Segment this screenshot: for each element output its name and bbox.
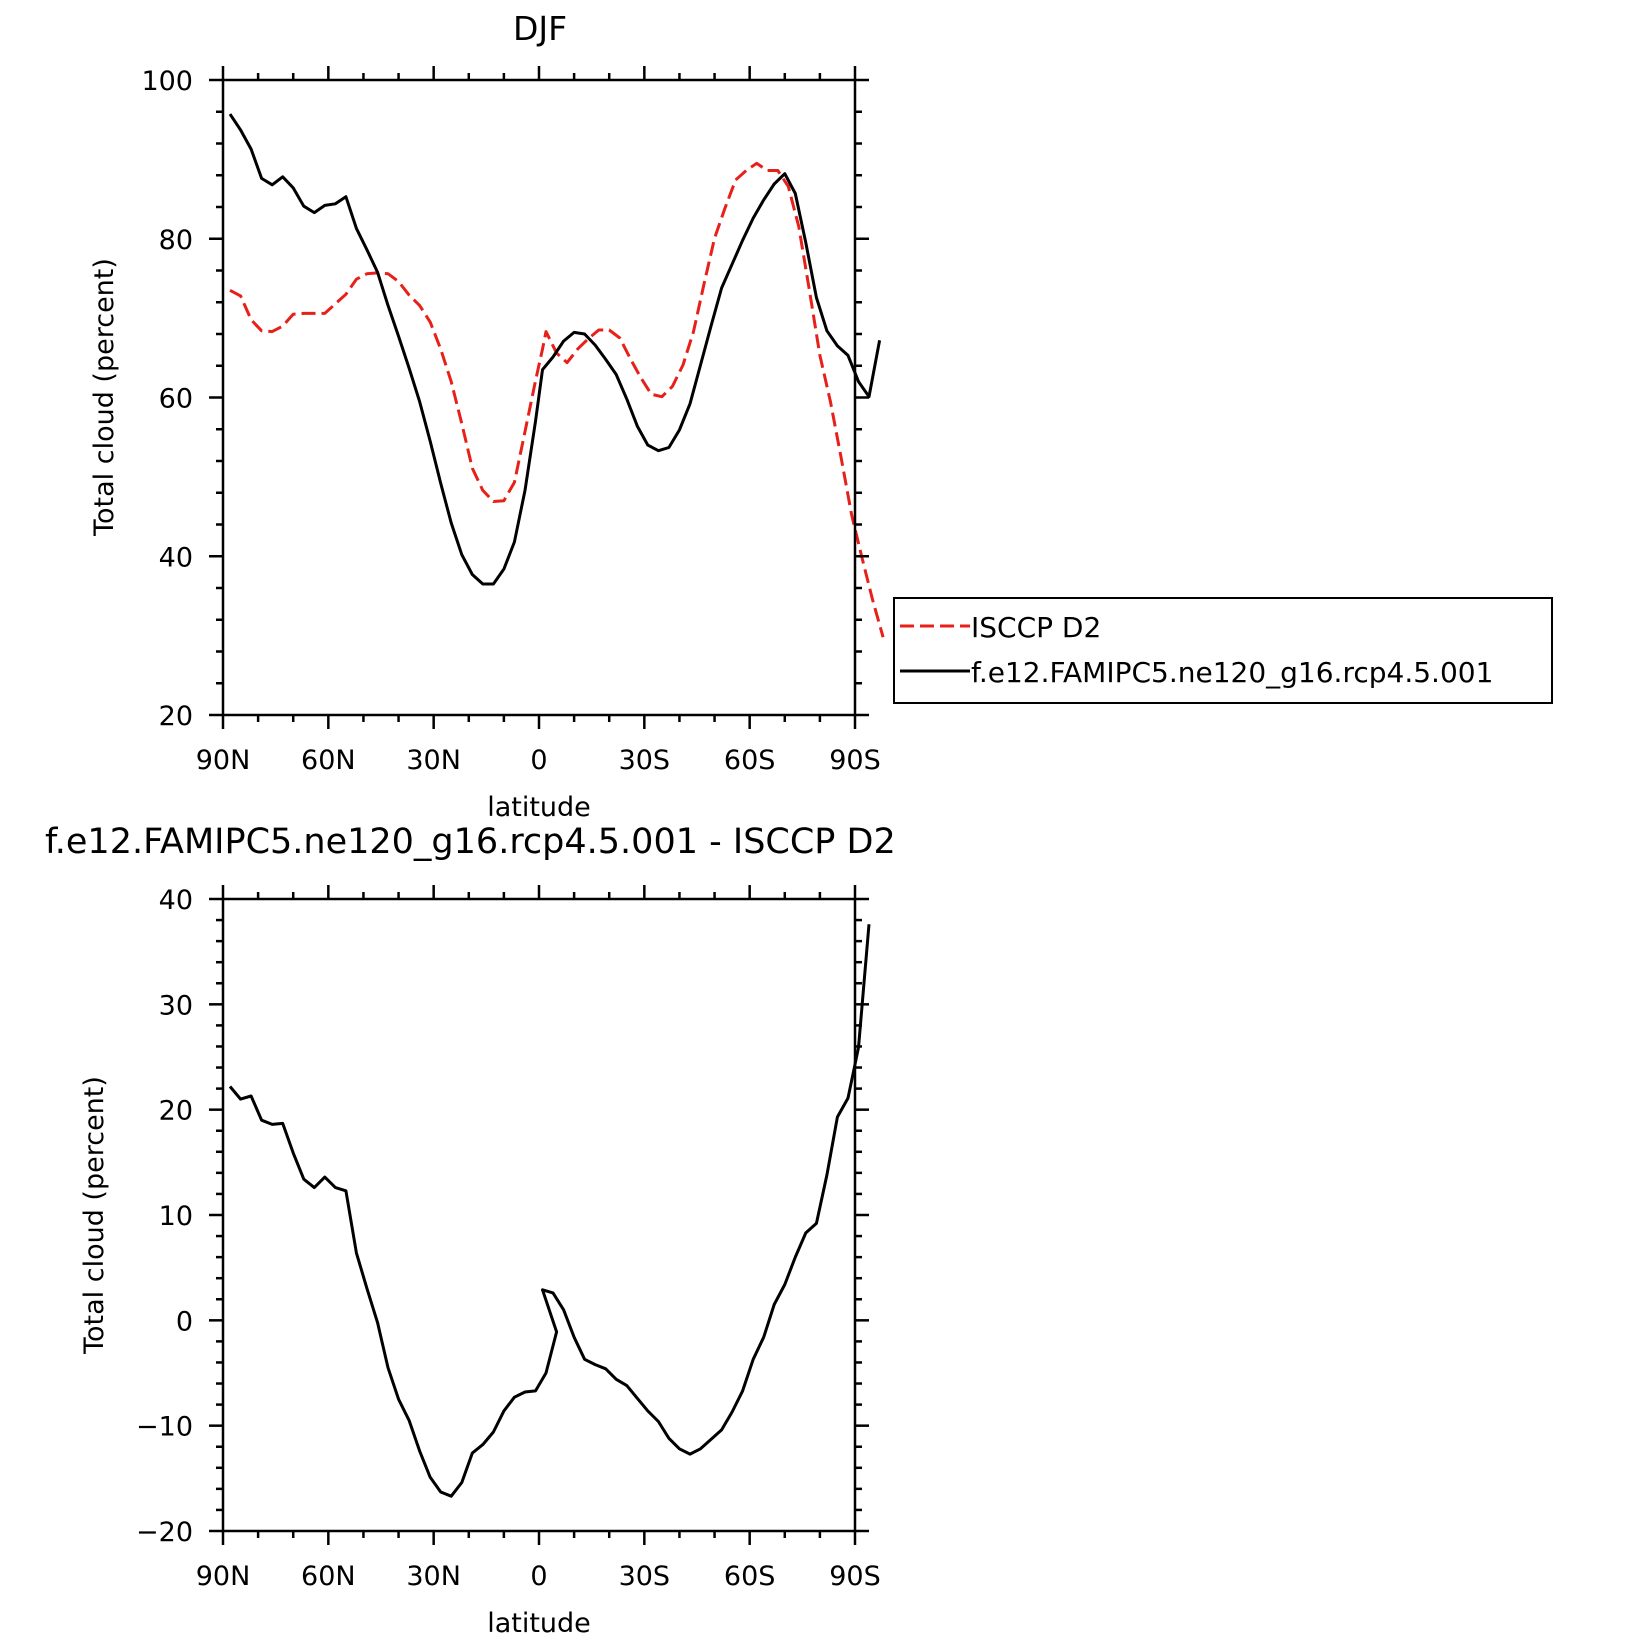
- top-x-tick-label: 60S: [724, 745, 776, 776]
- bottom-panel-difference: f.e12.FAMIPC5.ne120_g16.rcp4.5.001 - ISC…: [45, 822, 896, 1635]
- bottom-x-tick-label: 30N: [406, 1561, 461, 1592]
- top-x-tick-label: 90S: [829, 745, 881, 776]
- legend-entry-model: f.e12.FAMIPC5.ne120_g16.rcp4.5.001: [971, 656, 1493, 689]
- legend: ISCCP D2 f.e12.FAMIPC5.ne120_g16.rcp4.5.…: [893, 597, 1553, 704]
- top-series-line-0: [229, 161, 885, 638]
- bottom-x-tick-label: 60N: [301, 1561, 356, 1592]
- top-y-tick-label: 80: [159, 225, 193, 256]
- bottom-chart-lines: [228, 924, 871, 1498]
- bottom-x-tick-label: 90S: [829, 1561, 881, 1592]
- top-x-tick-label: 0: [530, 745, 547, 776]
- bottom-y-tick-label: −10: [136, 1412, 193, 1443]
- legend-box: [893, 597, 1553, 704]
- top-y-tick-label: 100: [141, 66, 193, 97]
- top-chart-title: DJF: [513, 9, 567, 48]
- bottom-y-tick-label: 10: [159, 1201, 193, 1232]
- bottom-x-tick-label: 0: [530, 1561, 547, 1592]
- top-x-tick-label: 30S: [619, 745, 671, 776]
- bottom-x-tick-label: 60S: [724, 1561, 776, 1592]
- bottom-x-tick-label: 30S: [619, 1561, 671, 1592]
- bottom-y-tick-label: 20: [159, 1096, 193, 1127]
- top-chart-ticks: 90N 60N 30N 0 30S 60S 90S 20 40 60 80 100: [141, 66, 881, 776]
- top-y-tick-label: 60: [159, 384, 193, 415]
- top-chart-lines: [228, 113, 885, 638]
- bottom-y-axis-label: Total cloud (percent): [79, 1076, 110, 1355]
- bottom-x-tick-label: 90N: [196, 1561, 251, 1592]
- top-x-tick-label: 60N: [301, 745, 356, 776]
- top-x-tick-label: 30N: [406, 745, 461, 776]
- bottom-y-tick-label: 40: [159, 885, 193, 916]
- top-x-axis-label: latitude: [487, 792, 591, 823]
- top-x-tick-label: 90N: [196, 745, 251, 776]
- top-series-line-1: [228, 113, 882, 586]
- top-y-tick-label: 20: [159, 701, 193, 732]
- bottom-chart-title: f.e12.FAMIPC5.ne120_g16.rcp4.5.001 - ISC…: [45, 822, 896, 862]
- bottom-plot-frame: [221, 897, 857, 1533]
- bottom-x-axis-label: latitude: [487, 1608, 591, 1635]
- bottom-y-tick-label: 0: [176, 1306, 193, 1337]
- top-y-axis-label: Total cloud (percent): [89, 258, 120, 537]
- top-y-tick-label: 40: [159, 542, 193, 573]
- bottom-y-tick-label: 30: [159, 990, 193, 1021]
- legend-entry-isccp-d2: ISCCP D2: [971, 611, 1101, 644]
- top-panel-djf: DJF 90N 60N 30N 0 30S 60S 90S 20 40 60 80 100 latit…: [89, 9, 1553, 823]
- bottom-series-line-0: [228, 924, 871, 1498]
- bottom-chart-ticks: 90N 60N 30N 0 30S 60S 90S −20 −10 0 10 20 30 40: [136, 885, 881, 1592]
- bottom-y-tick-label: −20: [136, 1517, 193, 1548]
